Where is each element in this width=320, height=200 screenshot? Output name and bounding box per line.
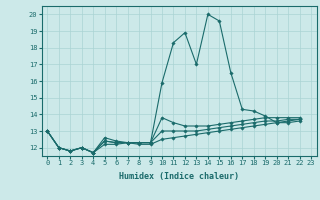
X-axis label: Humidex (Indice chaleur): Humidex (Indice chaleur) [119,172,239,181]
